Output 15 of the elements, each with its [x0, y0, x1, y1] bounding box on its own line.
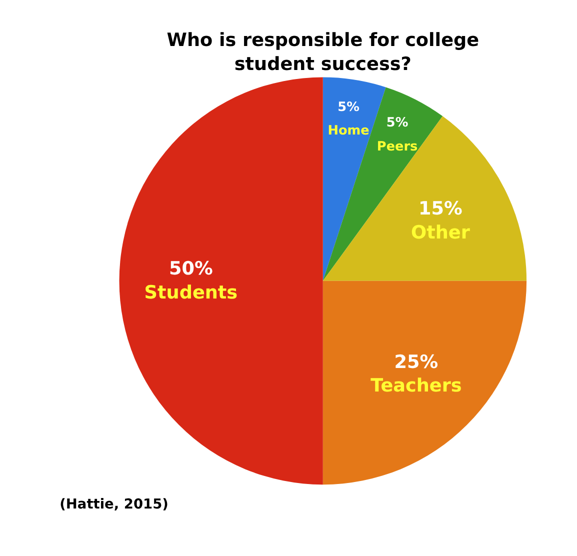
- pie-slice: [120, 77, 323, 485]
- slice-label: Students: [144, 282, 238, 304]
- slice-label: Home: [328, 124, 370, 139]
- slice-label: Peers: [376, 140, 418, 155]
- pie-slice: [322, 116, 527, 281]
- slice-label: Teachers: [370, 376, 462, 397]
- text: (Hattie, 2015): [60, 496, 168, 512]
- pie-slice: [322, 280, 527, 485]
- data-label: 5%: [338, 100, 360, 115]
- data-label: 15%: [418, 198, 462, 220]
- data-label: 25%: [394, 352, 438, 373]
- data-label: 5%: [386, 116, 408, 131]
- slice-label: Other: [411, 222, 470, 244]
- chart-title: Who is responsible for college student success?: [166, 30, 480, 75]
- data-label: 50%: [169, 258, 213, 280]
